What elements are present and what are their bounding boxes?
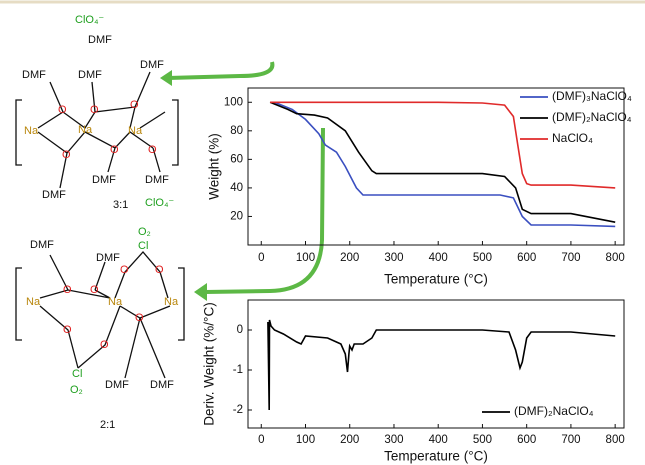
structure-3-1: ClO₄⁻ DMF DMF DMF DMF DMF DMF DMF Na Na … [15,14,179,211]
x-axis-label: Temperature (°C) [384,272,488,287]
y-tick-label: -2 [233,404,243,416]
x-tick-label: 0 [258,252,264,264]
data-line [274,101,616,228]
legend-label: NaClO₄ [552,131,593,145]
ratio-label: 2:1 [100,419,115,431]
atom-label: DMF [105,379,129,391]
x-tick-label: 200 [340,434,359,446]
atom-label: O [63,324,72,336]
structure-2-1: DMF DMF O₂ Cl Na Na Na O O O O O O O Cl … [15,226,185,431]
atom-label: O₂ [70,384,83,396]
atom-label: ClO₄⁻ [145,197,174,209]
atom-label: Na [26,296,41,308]
atom-label: O [135,312,144,324]
atom-label: Na [24,125,39,137]
atom-label: DMF [88,34,112,46]
arrow-head [194,283,207,301]
atom-label: DMF [78,69,102,81]
atom-label: DMF [96,252,120,264]
atom-label: O [62,149,71,161]
y-tick-label: 80 [230,125,243,137]
bonds [37,71,166,189]
atom-label: O [90,284,99,296]
atom-label: O [90,104,99,116]
atom-label: O [120,264,129,276]
x-tick-label: 100 [296,434,315,446]
atom-label: O₂ [138,226,151,238]
arrow [167,61,275,80]
x-tick-label: 600 [517,434,536,446]
atom-label: ClO₄⁻ [75,14,104,26]
x-axis-label: Temperature (°C) [384,449,488,464]
legend-label: (DMF)₂NaClO₄ [514,404,594,418]
y-tick-label: 100 [224,96,243,108]
atom-label: DMF [30,239,54,251]
atom-label: DMF [145,174,169,186]
atom-label: DMF [42,189,66,201]
arrow [204,127,325,294]
atom-label: O [148,144,157,156]
atom-label: Na [108,296,123,308]
x-tick-label: 700 [561,434,580,446]
atom-label: O [130,99,139,111]
atom-label: Na [128,125,143,137]
arrows [160,61,325,301]
plot-frame [247,299,625,429]
ratio-label: 3:1 [113,199,128,211]
atom-label: DMF [140,59,164,71]
x-tick-label: 300 [384,252,403,264]
x-tick-label: 800 [606,252,625,264]
x-tick-label: 500 [473,252,492,264]
x-tick-label: 0 [258,434,264,446]
data-line [270,101,616,189]
x-tick-label: 100 [296,252,315,264]
x-tick-label: 400 [429,434,448,446]
x-tick-label: 800 [606,434,625,446]
y-tick-label: 0 [237,324,243,336]
x-tick-label: 200 [340,252,359,264]
atom-label: O [155,264,164,276]
atom-label: Na [164,296,179,308]
atom-label: O [110,144,119,156]
bonds [39,251,171,379]
atom-label: DMF [92,174,116,186]
legend-label: (DMF)₃NaClO₄ [552,89,632,103]
y-tick-label: 20 [230,210,243,222]
data-line [267,319,616,411]
arrow-head [160,70,172,86]
y-tick-label: 60 [230,153,243,165]
legend-label: (DMF)₂NaClO₄ [552,110,632,124]
y-tick-label: -1 [233,364,243,376]
y-axis-label: Weight (%) [207,133,222,200]
x-tick-label: 500 [473,434,492,446]
bracket [15,267,185,341]
atom-label: Cl [72,368,82,380]
atom-label: DMF [22,69,46,81]
data-line [269,101,616,223]
y-tick-label: 40 [230,182,243,194]
x-tick-label: 700 [561,252,580,264]
bracket [15,99,179,166]
plot-frame [247,87,625,246]
atom-label: O [100,339,109,351]
x-tick-label: 300 [384,434,403,446]
atom-label: O [63,284,72,296]
atom-label: Cl [138,240,148,252]
atom-label: Na [78,124,93,136]
atom-label: DMF [150,379,174,391]
atom-label: O [58,104,67,116]
x-tick-label: 600 [517,252,536,264]
y-axis-label: Deriv. Weight (%/°C) [202,302,217,425]
x-tick-label: 400 [429,252,448,264]
